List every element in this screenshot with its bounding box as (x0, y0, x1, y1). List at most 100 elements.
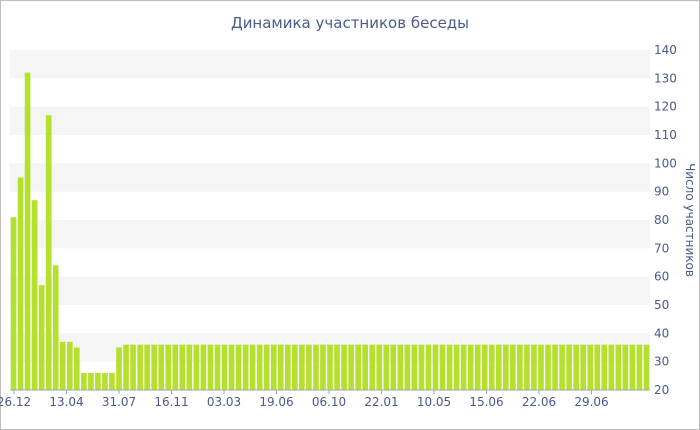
bar (538, 344, 544, 390)
bar (615, 344, 622, 390)
bar (59, 341, 66, 390)
bar (277, 344, 284, 390)
x-tick-label: 29.06 (574, 395, 608, 409)
bar (425, 344, 432, 390)
x-tick-label: 16.11 (154, 395, 188, 409)
bar (249, 344, 256, 390)
bar (397, 344, 404, 390)
bar (313, 344, 319, 390)
bar (327, 344, 333, 390)
bar (481, 344, 488, 390)
bar (256, 344, 263, 390)
bar (559, 344, 565, 390)
y-tick-label: 20 (654, 383, 669, 397)
bar (503, 344, 509, 390)
bar (376, 344, 383, 390)
bar (608, 344, 615, 390)
y-tick-labels: 20 30 40 50 60 70 80 90 100 110 120 130 140 (654, 43, 677, 397)
x-tick-label: 22.01 (364, 395, 398, 409)
bar (418, 344, 425, 390)
bar (320, 344, 326, 390)
y-tick-label: 110 (654, 128, 677, 142)
bar (130, 344, 136, 390)
bar (439, 344, 446, 390)
bar (341, 344, 347, 390)
bar (299, 344, 305, 390)
y-tick-label: 80 (654, 213, 669, 227)
bar (158, 344, 165, 390)
bar (235, 344, 242, 390)
bar (144, 344, 150, 390)
grid-band (10, 106, 650, 135)
bar (123, 344, 129, 390)
bar (66, 341, 73, 390)
bar (221, 344, 228, 390)
y-tick-label: 100 (654, 156, 677, 170)
bar (467, 344, 474, 390)
x-tick-label: 26.12 (0, 395, 31, 409)
bar (137, 344, 143, 390)
y-axis-title: Число участников (683, 163, 697, 277)
bar (545, 344, 551, 390)
bar (643, 344, 650, 390)
bar (404, 344, 411, 390)
bar (214, 344, 221, 390)
x-tick-label: 15.06 (469, 395, 503, 409)
bar (587, 344, 594, 390)
bar (95, 373, 101, 390)
bar (306, 344, 312, 390)
bar (552, 344, 558, 390)
bar (390, 344, 397, 390)
bar (601, 344, 608, 390)
bar (474, 344, 481, 390)
x-tick-label: 10.05 (417, 395, 451, 409)
y-tick-label: 70 (654, 241, 669, 255)
bar (334, 344, 340, 390)
x-tick-labels: 26.12 13.04 31.07 16.11 03.03 19.06 06.10 22.01… (0, 390, 609, 409)
y-tick-label: 40 (654, 326, 669, 340)
bar (531, 344, 537, 390)
y-tick-label: 130 (654, 71, 677, 85)
bar (17, 177, 24, 390)
bar (383, 344, 390, 390)
bar (207, 344, 214, 390)
bar (88, 373, 94, 390)
bar (74, 347, 80, 390)
bar (460, 344, 467, 390)
y-tick-label: 30 (654, 355, 669, 369)
bar (622, 344, 629, 390)
bar (510, 344, 516, 390)
bar (81, 373, 87, 390)
bars (10, 72, 650, 391)
bar (292, 344, 298, 390)
bar (116, 347, 122, 390)
bar (488, 344, 495, 390)
y-tick-label: 90 (654, 185, 669, 199)
bar (228, 344, 235, 390)
bar (165, 344, 172, 390)
bar (263, 344, 270, 390)
y-tick-label: 140 (654, 43, 677, 57)
bar (517, 344, 523, 390)
bar (172, 344, 179, 390)
grid-band (10, 50, 650, 79)
y-tick-label: 120 (654, 100, 677, 114)
bar (453, 344, 460, 390)
chart-title: Динамика участников беседы (231, 14, 469, 32)
bar (432, 344, 439, 390)
bar (38, 285, 45, 390)
x-tick-label: 03.03 (207, 395, 241, 409)
x-tick-label: 19.06 (259, 395, 293, 409)
grid-band (10, 163, 650, 192)
bar (179, 344, 186, 390)
bar (636, 344, 643, 390)
x-tick-label: 31.07 (102, 395, 136, 409)
bar (369, 344, 376, 390)
bar (284, 344, 291, 390)
bar (411, 344, 418, 390)
y-tick-label: 60 (654, 270, 669, 284)
bar (594, 344, 601, 390)
grid-band (10, 220, 650, 249)
y-tick-label: 50 (654, 298, 669, 312)
